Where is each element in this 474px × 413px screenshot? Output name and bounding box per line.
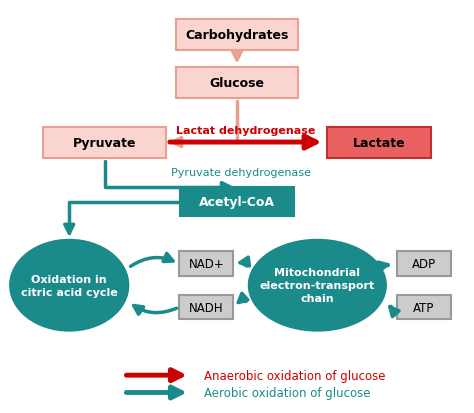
FancyBboxPatch shape <box>175 68 299 98</box>
Text: Lactat dehydrogenase: Lactat dehydrogenase <box>176 126 315 136</box>
Text: NAD+: NAD+ <box>188 258 224 271</box>
Text: Lactate: Lactate <box>353 136 405 149</box>
FancyBboxPatch shape <box>175 20 299 51</box>
Text: Mitochondrial
electron-transport
chain: Mitochondrial electron-transport chain <box>260 267 375 304</box>
FancyBboxPatch shape <box>179 252 234 276</box>
Text: Pyruvate: Pyruvate <box>73 136 137 149</box>
Text: ADP: ADP <box>411 258 436 271</box>
Text: Oxidation in
citric acid cycle: Oxidation in citric acid cycle <box>21 274 118 297</box>
FancyBboxPatch shape <box>397 252 451 276</box>
FancyBboxPatch shape <box>397 295 451 320</box>
FancyBboxPatch shape <box>43 127 166 158</box>
Text: Acetyl-CoA: Acetyl-CoA <box>199 196 275 209</box>
Text: Carbohydrates: Carbohydrates <box>185 29 289 42</box>
Text: Pyruvate dehydrogenase: Pyruvate dehydrogenase <box>171 167 311 177</box>
FancyBboxPatch shape <box>179 295 234 320</box>
FancyBboxPatch shape <box>327 127 431 158</box>
FancyBboxPatch shape <box>180 188 294 217</box>
Text: ATP: ATP <box>413 301 434 314</box>
Text: NADH: NADH <box>189 301 224 314</box>
Text: Anaerobic oxidation of glucose: Anaerobic oxidation of glucose <box>204 369 385 382</box>
Text: Glucose: Glucose <box>210 76 264 90</box>
Ellipse shape <box>10 240 128 331</box>
Ellipse shape <box>249 240 386 331</box>
Text: Aerobic oxidation of glucose: Aerobic oxidation of glucose <box>204 386 370 399</box>
